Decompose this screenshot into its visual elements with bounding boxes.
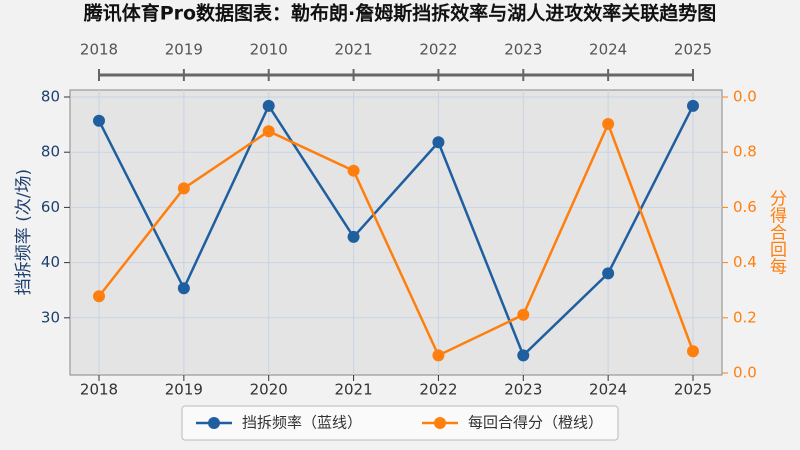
y2-tick-label: 0.0 [733, 364, 757, 382]
point [262, 125, 275, 138]
top-tick-label: 2025 [674, 41, 712, 59]
y-tick-label: 80 [41, 88, 60, 106]
legend-label: 挡拆频率（蓝线） [242, 414, 362, 432]
top-tick-label: 2018 [80, 41, 118, 59]
point [93, 114, 105, 127]
point [602, 118, 615, 131]
series-line [98, 120, 695, 358]
y-tick-label: 30 [41, 308, 60, 326]
y2-tick-label: 0.6 [733, 198, 757, 216]
x-tick-label: 2023 [504, 381, 542, 399]
y2-axis-label: 分得合回每 [766, 189, 787, 274]
x-tick-label: 2021 [334, 381, 372, 399]
x-tick-label: 2022 [419, 381, 457, 399]
x-tick-label: 2019 [165, 381, 203, 399]
point [262, 99, 275, 112]
top-tick-label: 2019 [165, 41, 203, 59]
point [347, 164, 360, 177]
y2-tick-label: 0.0 [733, 88, 757, 106]
y-tick-label: 60 [41, 198, 60, 216]
point [432, 349, 445, 362]
point [432, 136, 445, 149]
point [602, 267, 615, 280]
point [517, 349, 530, 362]
top-tick-label: 2022 [419, 41, 457, 59]
chart-title: 腾讯体育Pro数据图表：勒布朗·詹姆斯挡拆效率与湖人进攻效率关联趋势图 [83, 2, 717, 25]
x-tick-label: 2020 [250, 381, 288, 399]
x-tick-label: 2018 [80, 381, 118, 399]
point [93, 290, 105, 303]
top-tick-label: 2023 [504, 41, 542, 59]
legend-marker [434, 417, 446, 429]
point [517, 308, 530, 321]
top-tick-label: 2010 [250, 41, 288, 59]
point [687, 345, 699, 358]
point [177, 182, 190, 195]
y2-tick-label: 0.8 [733, 143, 757, 161]
top-tick-label: 2024 [589, 41, 627, 59]
y-tick-label: 40 [41, 253, 60, 271]
y2-tick-label: 0.2 [733, 308, 757, 326]
plot-area [69, 89, 723, 376]
top-tick-label: 2021 [334, 41, 372, 59]
legend [181, 405, 619, 441]
legend-label: 每回合得分（橙线） [468, 414, 603, 432]
point [347, 230, 360, 243]
point [177, 282, 190, 295]
y2-tick-label: 0.4 [733, 253, 757, 271]
x-tick-label: 2025 [674, 381, 712, 399]
series-line [97, 103, 695, 358]
point [687, 99, 699, 112]
y-tick-label: 80 [41, 143, 60, 161]
x-tick-label: 2024 [589, 381, 627, 399]
y-axis-label: 挡拆频率 (次/场) [14, 169, 34, 295]
legend-marker [208, 417, 220, 429]
